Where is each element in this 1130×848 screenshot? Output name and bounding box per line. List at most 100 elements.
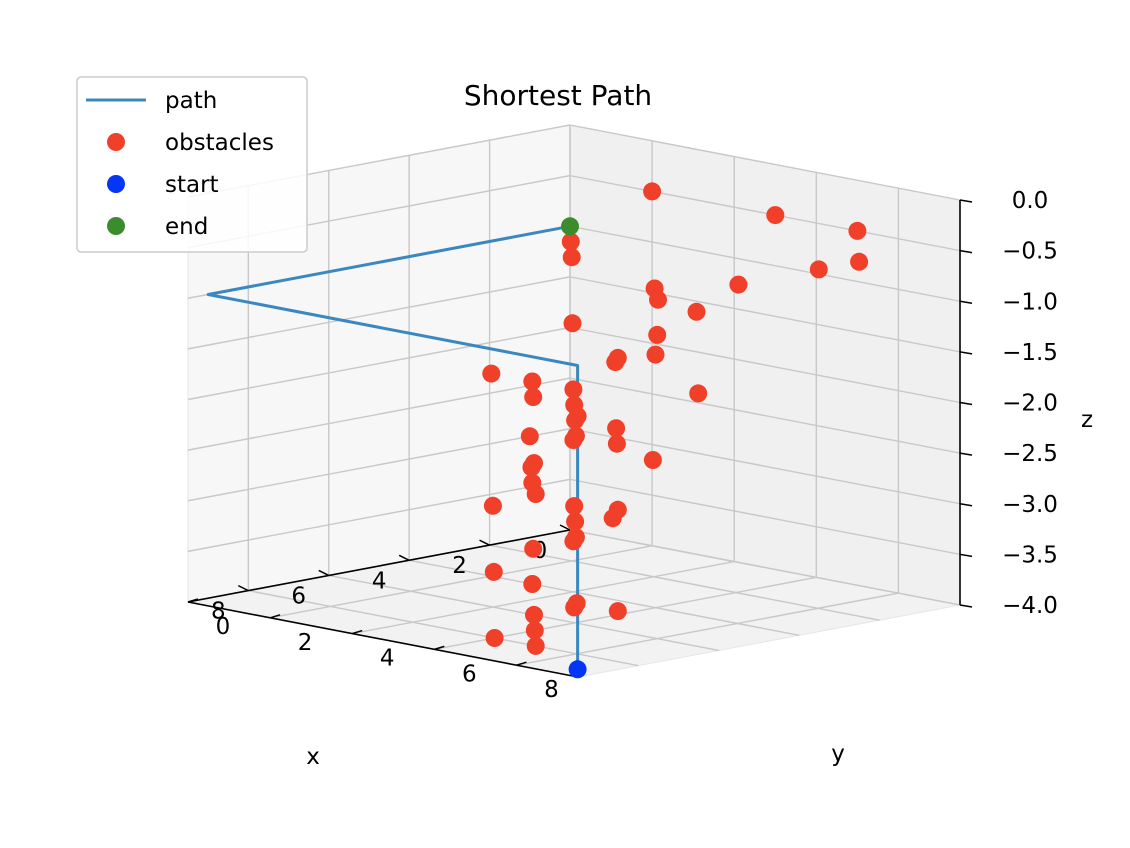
- legend-label-end: end: [165, 214, 208, 240]
- y-tick: [434, 645, 445, 651]
- grid-line-x-floor: [409, 559, 800, 637]
- point-obstacles: [526, 636, 545, 655]
- point-obstacles: [848, 221, 867, 240]
- grid-line-z-wall-y: [569, 428, 961, 505]
- point-end: [561, 217, 579, 236]
- point-obstacles: [485, 629, 504, 647]
- point-obstacles: [524, 539, 543, 558]
- grid-line-z-wall-x: [187, 326, 571, 401]
- z-tick: [959, 249, 973, 254]
- z-tick-label: −3.0: [1002, 492, 1058, 518]
- tick-labels: 02468024680.0−0.5−1.0−1.5−2.0−2.5−3.0−3.…: [187, 188, 1058, 703]
- grid-line-z-wall-y: [569, 225, 961, 302]
- point-obstacles: [564, 532, 583, 551]
- z-tick: [959, 604, 973, 608]
- z-tick-label: −2.5: [1002, 441, 1058, 467]
- point-obstacles: [563, 314, 582, 333]
- grid-line-z-wall-y: [569, 174, 961, 252]
- x-tick: [237, 584, 249, 592]
- grid-line-z-wall-y: [569, 124, 961, 201]
- point-obstacles: [524, 388, 543, 406]
- grid-line-z-wall-y: [569, 529, 961, 606]
- grid-lines: [187, 124, 961, 667]
- point-obstacles: [483, 496, 502, 515]
- z-tick: [959, 503, 973, 507]
- point-obstacles: [522, 458, 541, 477]
- y-tick-label: 8: [544, 677, 559, 703]
- z-tick: [959, 401, 973, 406]
- x-tick-label: 8: [211, 599, 226, 625]
- y-tick: [516, 661, 527, 666]
- point-obstacles: [523, 372, 542, 391]
- point-obstacles: [766, 206, 785, 225]
- y-axis-line: [187, 601, 579, 678]
- legend-label-start: start: [165, 172, 219, 198]
- x-tick: [559, 524, 571, 531]
- grid-line-z-wall-x: [187, 377, 571, 451]
- grid-line-z-wall-x: [187, 428, 571, 502]
- z-tick: [959, 199, 973, 203]
- point-obstacles: [565, 497, 584, 516]
- point-obstacles: [646, 345, 665, 364]
- point-obstacles: [523, 575, 542, 593]
- point-obstacles: [645, 279, 664, 298]
- z-tick-label: 0.0: [1012, 188, 1049, 214]
- x-tick-label: 6: [291, 583, 306, 609]
- z-tick: [959, 351, 973, 355]
- point-obstacles: [482, 364, 501, 383]
- grid-line-y-floor: [352, 560, 735, 635]
- legend-label-path: path: [165, 88, 217, 114]
- point-obstacles: [565, 395, 584, 414]
- point-obstacles: [565, 598, 584, 617]
- grid-line-x-floor: [489, 544, 880, 621]
- point-obstacles: [564, 380, 583, 399]
- z-tick-label: −4.0: [1002, 593, 1058, 619]
- point-obstacles: [525, 621, 544, 640]
- z-tick: [959, 300, 973, 304]
- y-tick-label: 6: [462, 661, 477, 687]
- point-obstacles: [562, 248, 581, 267]
- point-obstacles: [523, 473, 542, 492]
- data-marks: [206, 182, 869, 679]
- point-obstacles: [689, 384, 708, 403]
- z-axis-label: z: [1081, 407, 1093, 433]
- y-tick: [187, 598, 199, 603]
- y-tick: [269, 614, 281, 619]
- point-obstacles: [850, 252, 869, 271]
- point-obstacles: [607, 419, 626, 438]
- y-tick-label: 2: [298, 630, 313, 656]
- legend-frame: [76, 76, 308, 253]
- point-obstacles: [525, 605, 543, 624]
- y-tick-label: 4: [380, 646, 395, 672]
- grid-line-y-floor: [516, 592, 899, 666]
- z-tick: [959, 553, 973, 558]
- point-obstacles: [566, 411, 585, 430]
- legend-start-swatch: [107, 175, 125, 193]
- point-obstacles: [484, 562, 503, 581]
- point-obstacles: [561, 232, 580, 251]
- x-tick: [318, 569, 330, 577]
- point-obstacles: [648, 325, 667, 344]
- x-axis-label: x: [306, 744, 320, 770]
- z-tick-label: −2.0: [1002, 391, 1058, 417]
- point-obstacles: [729, 275, 748, 294]
- y-tick-label: 0: [216, 614, 231, 640]
- x-tick: [398, 554, 410, 561]
- grid-line-y-floor: [269, 545, 653, 619]
- grid-line-z-wall-y: [569, 478, 961, 556]
- y-tick: [351, 629, 363, 635]
- point-obstacles: [606, 353, 625, 372]
- legend-end-swatch: [107, 217, 125, 235]
- x-axis-line: [187, 529, 571, 603]
- point-obstacles: [687, 302, 706, 321]
- z-tick-label: −3.5: [1002, 542, 1058, 568]
- z-tick-label: −1.5: [1002, 340, 1058, 366]
- grid-line-z-wall-x: [187, 478, 571, 553]
- point-obstacles: [608, 602, 627, 621]
- z-tick-label: −0.5: [1002, 239, 1058, 265]
- point-obstacles: [564, 431, 583, 449]
- point-obstacles: [809, 260, 828, 279]
- chart-title: Shortest Path: [464, 79, 652, 112]
- legend: path obstacles start end: [76, 76, 308, 253]
